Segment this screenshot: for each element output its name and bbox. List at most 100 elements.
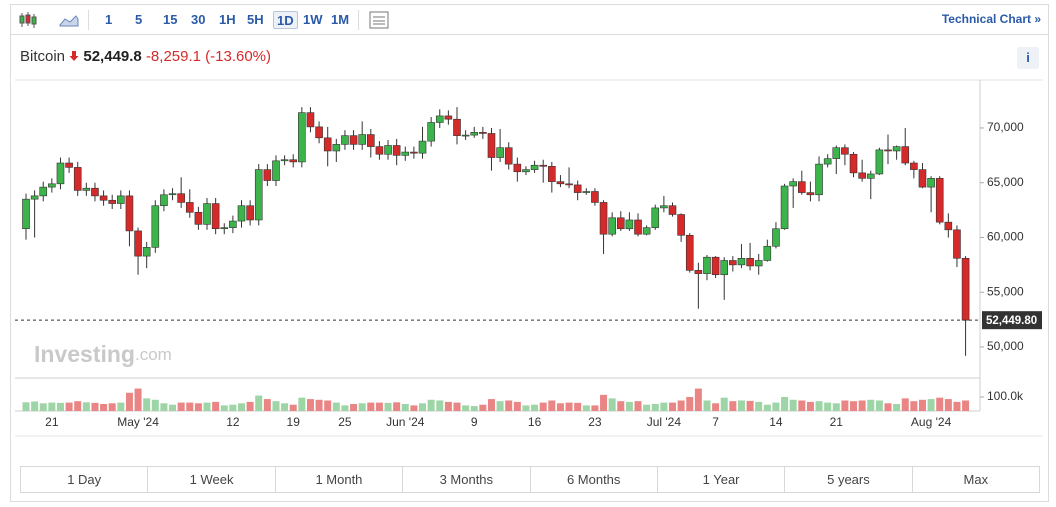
candle-body bbox=[306, 112, 315, 128]
candle-body bbox=[823, 158, 832, 165]
candle-body bbox=[875, 149, 884, 175]
candle-body bbox=[168, 193, 177, 196]
volume-bar bbox=[918, 399, 926, 411]
change-percent: (-13.60%) bbox=[205, 48, 272, 65]
candle-body bbox=[530, 164, 539, 170]
candle-body bbox=[599, 202, 608, 235]
volume-bar bbox=[212, 401, 220, 411]
volume-bar bbox=[962, 400, 970, 411]
candle-body bbox=[470, 132, 479, 136]
volume-bar bbox=[246, 401, 254, 411]
volume-bar bbox=[470, 406, 478, 411]
range-button[interactable]: 1 Month bbox=[276, 467, 404, 492]
watermark-domain: .com bbox=[135, 345, 172, 364]
chart-type-icons[interactable] bbox=[18, 11, 88, 29]
volume-bar bbox=[194, 403, 202, 411]
interval-button[interactable]: 1M bbox=[331, 12, 350, 27]
range-button[interactable]: Max bbox=[963, 472, 989, 487]
settings-icon[interactable] bbox=[368, 10, 390, 30]
x-tick-label: 9 bbox=[471, 415, 478, 429]
volume-bar bbox=[772, 402, 780, 411]
candle-body bbox=[944, 221, 953, 231]
volume-bar bbox=[893, 403, 901, 411]
candle-body bbox=[806, 192, 815, 196]
candle-body bbox=[884, 149, 892, 152]
info-button[interactable]: i bbox=[1017, 47, 1039, 69]
candle-body bbox=[375, 146, 384, 155]
candle-body bbox=[401, 151, 410, 156]
header: Bitcoin 52,449.8 -8,259.1 (-13.60%) bbox=[20, 48, 271, 65]
range-button[interactable]: 6 Months bbox=[531, 467, 658, 492]
volume-bar bbox=[229, 404, 237, 411]
range-button[interactable]: 1 Week bbox=[148, 467, 276, 492]
technical-chart-link[interactable]: Technical Chart » bbox=[941, 12, 1041, 26]
range-button[interactable]: 1 Year bbox=[658, 467, 786, 492]
volume-bar bbox=[694, 388, 702, 411]
candle-body bbox=[39, 186, 48, 197]
volume-bar bbox=[401, 403, 409, 411]
x-tick-label: 14 bbox=[769, 415, 783, 429]
volume-bar bbox=[720, 397, 728, 411]
y-tick-label: 70,000 bbox=[987, 120, 1024, 134]
range-button[interactable]: 3 Months bbox=[403, 467, 531, 492]
candle-body bbox=[616, 217, 625, 230]
range-bar: 1 Day 1 Week 1 Month 3 Months 6 Months 1 Year… bbox=[20, 466, 1040, 493]
price: 52,449.8 bbox=[83, 48, 142, 65]
interval-button[interactable]: 1D bbox=[273, 11, 298, 29]
candle-body bbox=[229, 220, 237, 228]
candle-body bbox=[849, 153, 858, 174]
volume-bar bbox=[522, 405, 530, 411]
volume-bar bbox=[574, 402, 582, 411]
interval-button[interactable]: 30 bbox=[191, 12, 206, 27]
volume-bar bbox=[358, 403, 366, 411]
interval-button[interactable]: 1W bbox=[303, 12, 323, 27]
candle-body bbox=[565, 183, 573, 186]
watermark: Investing.com bbox=[34, 341, 172, 367]
interval-button[interactable]: 5H bbox=[247, 12, 264, 27]
candle-body bbox=[720, 260, 729, 276]
watermark-main: Investing bbox=[34, 341, 135, 367]
x-tick-label: 21 bbox=[830, 415, 844, 429]
interval-button[interactable]: 1H bbox=[219, 12, 236, 27]
candle-body bbox=[48, 183, 56, 188]
candle-body bbox=[323, 137, 332, 152]
candle-body bbox=[634, 219, 642, 235]
volume-bar bbox=[298, 397, 306, 411]
volume-bar bbox=[677, 400, 685, 411]
toolbar: Technical Chart » 1 5 15 30 1H 5H 1D 1W 1M bbox=[10, 4, 1049, 35]
candle-body bbox=[797, 181, 806, 193]
volume-bar bbox=[660, 402, 668, 411]
candle-body bbox=[220, 227, 229, 230]
candle-body bbox=[496, 147, 504, 158]
candle-body bbox=[754, 260, 763, 267]
last-price-box bbox=[982, 311, 1042, 330]
y-tick-label: 50,000 bbox=[987, 339, 1024, 353]
interval-button[interactable]: 15 bbox=[163, 12, 178, 27]
volume-bar bbox=[487, 399, 495, 411]
volume-bar bbox=[272, 401, 280, 411]
volume-bar bbox=[315, 399, 323, 411]
volume-bar bbox=[815, 401, 823, 411]
candle-body bbox=[642, 227, 651, 235]
volume-bar bbox=[39, 403, 47, 411]
volume-bar bbox=[617, 401, 625, 411]
x-tick-label: 16 bbox=[528, 415, 542, 429]
volume-bar bbox=[169, 404, 177, 411]
interval-button[interactable]: 1 bbox=[105, 12, 113, 27]
candle-body bbox=[487, 133, 496, 158]
volume-bar bbox=[74, 401, 82, 411]
candle-body bbox=[185, 202, 194, 213]
range-button[interactable]: 1 Day bbox=[21, 467, 149, 492]
range-button[interactable]: 5 years bbox=[785, 467, 913, 492]
volume-bar bbox=[65, 402, 73, 411]
change: -8,259.1 bbox=[145, 48, 201, 65]
candle-body bbox=[858, 172, 866, 179]
candle-body bbox=[694, 270, 703, 274]
interval-button[interactable]: 5 bbox=[135, 12, 143, 27]
volume-bar bbox=[565, 402, 573, 411]
candle-body bbox=[108, 199, 116, 204]
x-tick-label: 19 bbox=[287, 415, 301, 429]
volume-bar bbox=[177, 402, 185, 411]
volume-bar bbox=[306, 399, 314, 411]
